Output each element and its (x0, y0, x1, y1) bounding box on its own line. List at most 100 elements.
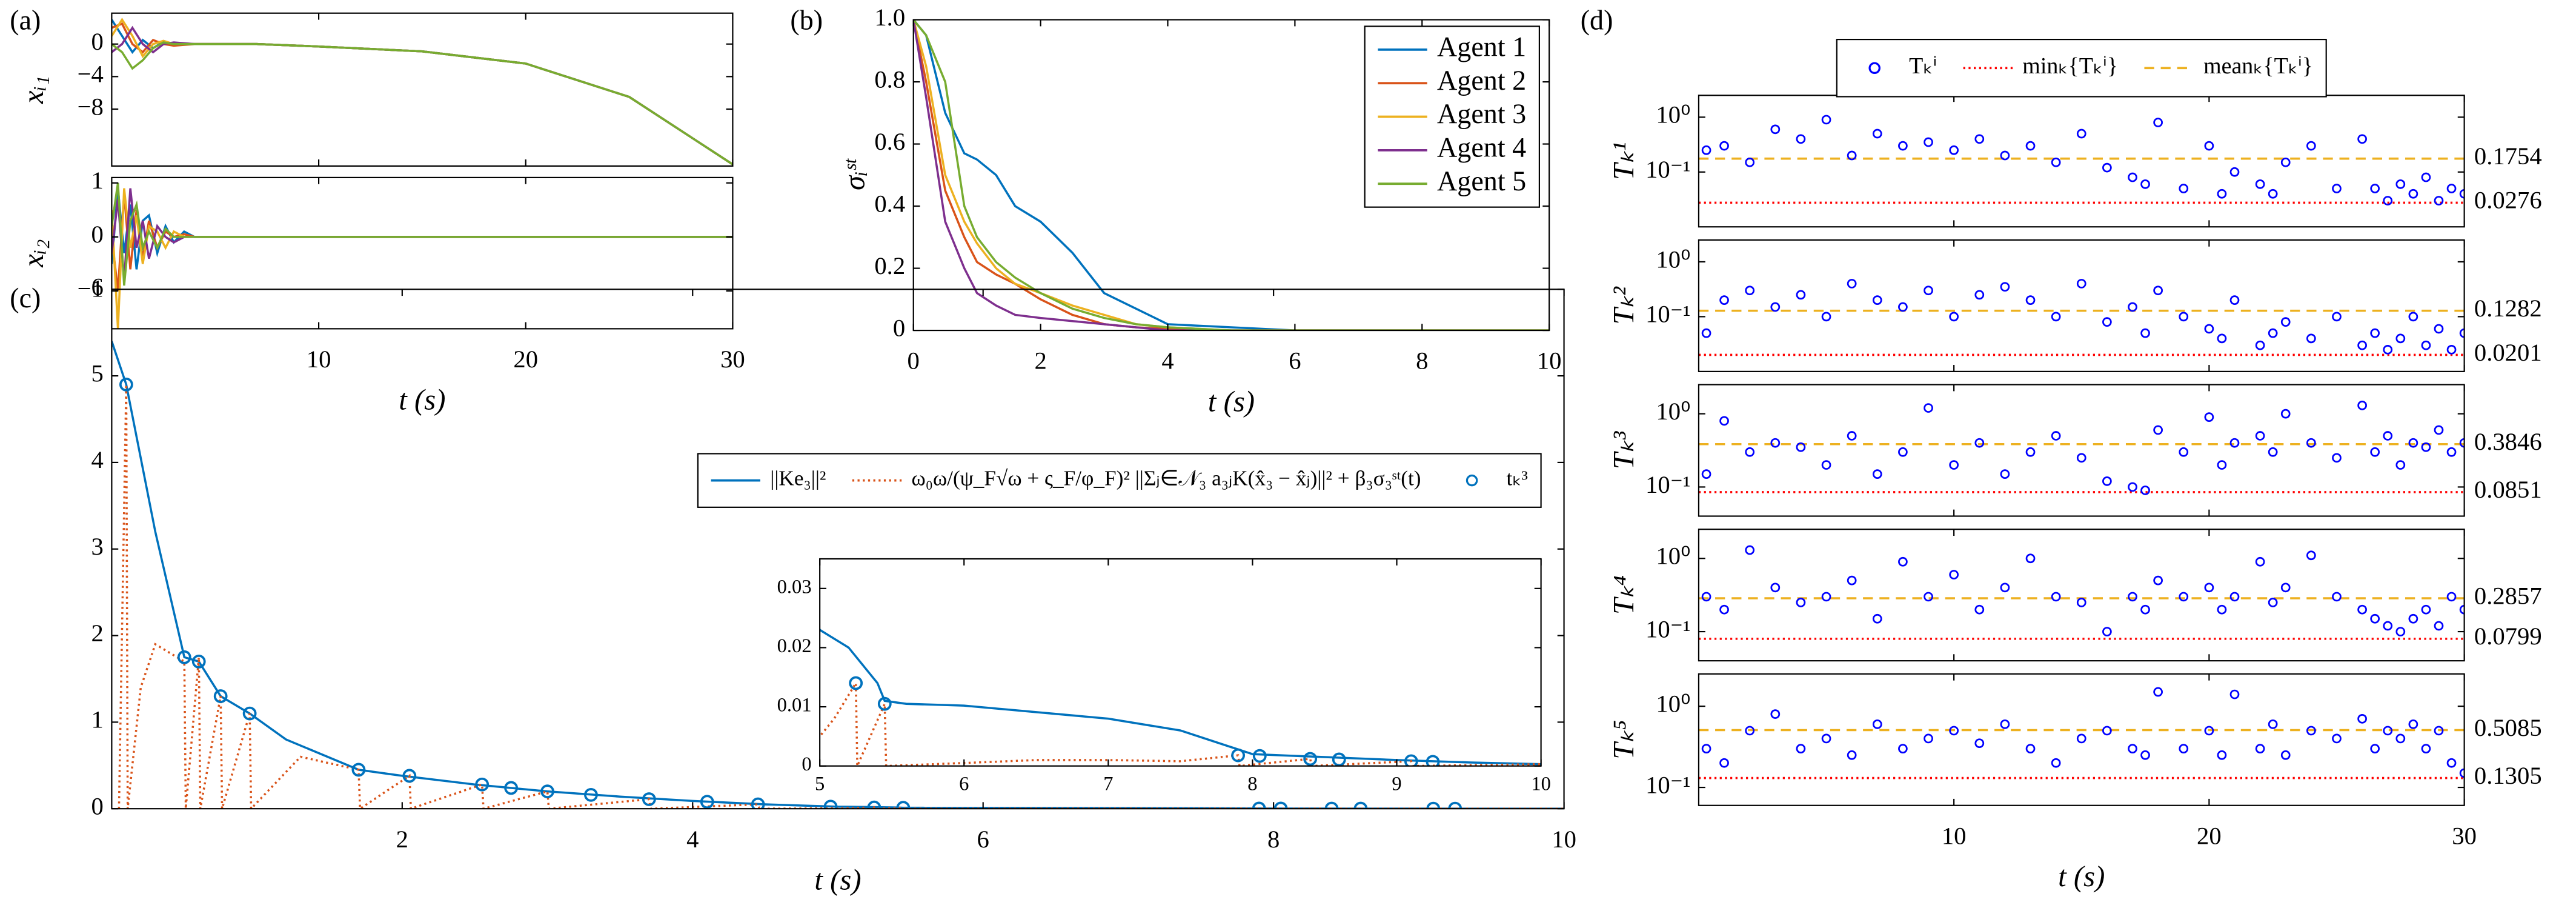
point (1898, 744, 1908, 754)
point (867, 800, 881, 809)
reference-label: 0.3846 (2474, 428, 2542, 455)
axes-box (111, 12, 734, 167)
point (2268, 189, 2278, 199)
point (2370, 328, 2380, 338)
line (111, 18, 733, 165)
point (1872, 129, 1882, 139)
legend-label: Agent 1 (1437, 31, 1526, 62)
point (2255, 179, 2265, 189)
point (2025, 744, 2036, 754)
point (2255, 556, 2265, 567)
line (111, 19, 733, 165)
x-axis-label: t (s) (1208, 385, 1255, 418)
panel-label: (c) (10, 282, 41, 313)
y-tick-label: 0.02 (777, 635, 812, 657)
y-tick-label: 10⁻¹ (1645, 615, 1690, 643)
line (820, 627, 1541, 766)
point (2102, 627, 2112, 636)
plot-area (1698, 401, 2465, 495)
point (2434, 324, 2444, 334)
point (2051, 431, 2061, 441)
point (584, 787, 598, 802)
point (2051, 157, 2061, 167)
point (2255, 340, 2265, 350)
point (2421, 744, 2431, 754)
axes-box (1698, 384, 2465, 517)
point (2140, 179, 2150, 189)
y-tick-label: 3 (91, 533, 104, 560)
point (2204, 141, 2214, 151)
x-tick-label: 8 (1267, 826, 1280, 853)
reference-label: 0.0799 (2474, 623, 2542, 650)
point (2357, 604, 2367, 615)
point (2204, 583, 2214, 593)
point (2395, 333, 2406, 344)
point (1745, 545, 1755, 555)
point (1745, 157, 1755, 167)
point (2306, 726, 2316, 736)
reference-label: 0.5085 (2474, 714, 2542, 741)
point (2446, 592, 2457, 602)
point (2357, 401, 2367, 410)
point (1701, 592, 1711, 602)
line (913, 19, 1550, 331)
point (1719, 604, 1729, 615)
legend-label: Agent 3 (1437, 98, 1526, 129)
point (1949, 570, 1959, 579)
point (1872, 469, 1882, 479)
point (2025, 447, 2036, 457)
point (2140, 750, 2150, 760)
plot-area (913, 19, 1550, 331)
point (1701, 328, 1711, 338)
legend-label: minₖ{Tₖⁱ} (2022, 53, 2118, 79)
point (1719, 758, 1729, 768)
point (1949, 312, 1959, 322)
point (1796, 442, 1806, 452)
point (1898, 447, 1908, 457)
point (2332, 592, 2342, 602)
reference-label: 0.1305 (2474, 762, 2542, 789)
point (2102, 162, 2112, 173)
line (820, 679, 1541, 766)
line (913, 19, 1550, 331)
point (2332, 733, 2342, 744)
x-axis-label: t (s) (814, 863, 861, 896)
point (2025, 141, 2036, 151)
point (2357, 134, 2367, 144)
point (751, 797, 765, 809)
y-tick-label: 10⁻¹ (1645, 471, 1690, 498)
point (2076, 453, 2086, 463)
y-tick-label: 0.2 (874, 252, 905, 279)
point (2332, 312, 2342, 322)
plot-area (1698, 279, 2465, 356)
point (2217, 189, 2227, 199)
point (2280, 157, 2291, 167)
point (1303, 752, 1318, 766)
point (2446, 345, 2457, 355)
point (2268, 328, 2278, 338)
y-tick-label: 10⁻¹ (1645, 771, 1690, 798)
x-tick-label: 6 (1289, 347, 1301, 375)
point (2229, 295, 2240, 305)
point (2051, 758, 2061, 768)
point (2280, 583, 2291, 593)
axes-box (1698, 239, 2465, 372)
point (2268, 598, 2278, 607)
point (2000, 469, 2010, 479)
point (1719, 141, 1729, 151)
point (2153, 687, 2163, 697)
point (2153, 575, 2163, 586)
point (2446, 447, 2457, 457)
point (626, 109, 638, 121)
legend-label: tₖ³ (1507, 467, 1528, 490)
x-tick-label: 10 (1537, 347, 1562, 375)
point (807, 618, 818, 630)
x-tick-label: 2 (396, 826, 408, 853)
point (402, 769, 417, 783)
point (540, 784, 554, 799)
point (2446, 184, 2457, 193)
point (1898, 141, 1908, 151)
point (2268, 719, 2278, 729)
point (2395, 627, 2406, 636)
inset-background (820, 559, 1541, 766)
